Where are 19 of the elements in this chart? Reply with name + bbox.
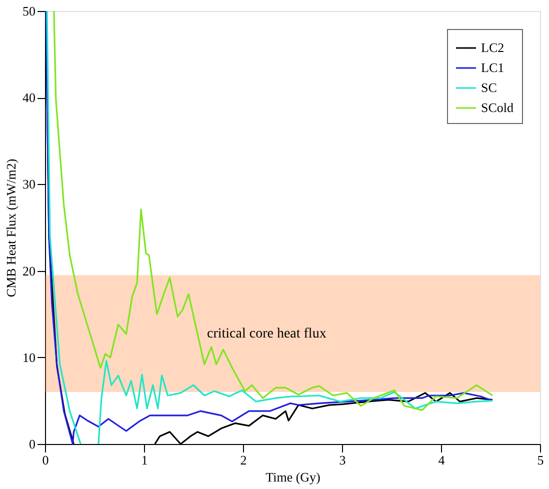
x-tick-label: 5	[537, 452, 544, 468]
y-tick-label: 10	[22, 350, 36, 365]
y-tick-label: 40	[22, 90, 36, 106]
x-tick-label: 2	[240, 452, 247, 468]
x-tick-label: 1	[141, 452, 148, 468]
legend-label: SCold	[481, 100, 514, 115]
y-tick-label: 30	[22, 176, 36, 192]
x-tick-label: 4	[438, 452, 446, 468]
y-tick-label: 0	[29, 436, 36, 452]
y-tick-label: 50	[22, 4, 36, 18]
x-tick-label: 3	[339, 452, 346, 468]
legend-label: SC	[481, 80, 497, 95]
x-axis-title: Time (Gy)	[266, 470, 320, 484]
legend-label: LC1	[481, 60, 504, 75]
x-tick-label: 0	[42, 452, 49, 468]
y-tick-label: 20	[22, 263, 36, 278]
y-axis-title: CMB Heat Flux (mW/m2)	[4, 158, 18, 298]
legend-label: LC2	[481, 40, 504, 55]
band-label: critical core heat flux	[207, 326, 326, 342]
